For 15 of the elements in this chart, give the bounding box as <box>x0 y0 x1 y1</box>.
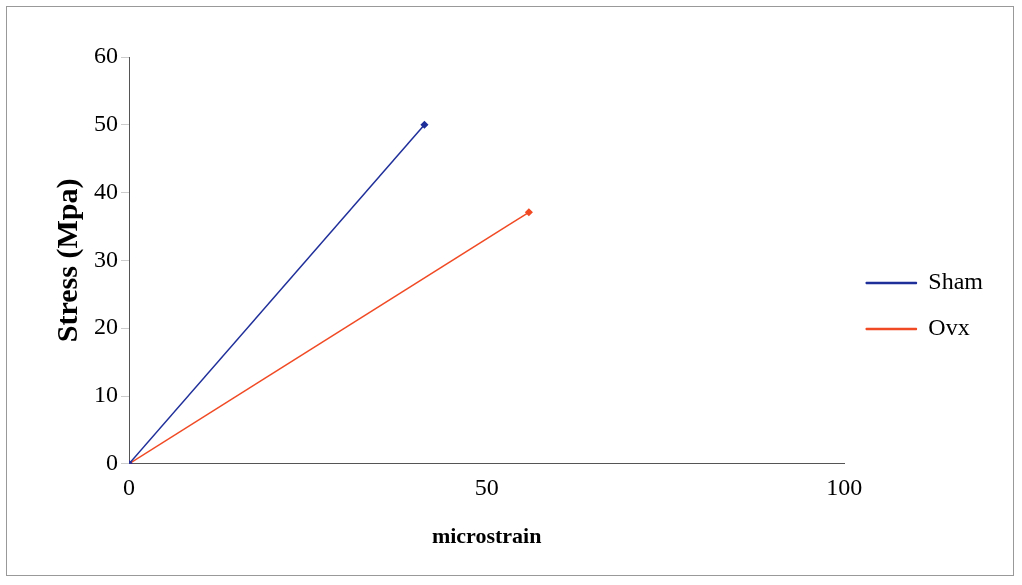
y-tick-label: 20 <box>94 313 118 340</box>
x-tick-label: 50 <box>474 474 499 501</box>
y-tick-label: 10 <box>94 381 118 408</box>
y-axis-title: Stress (Mpa) <box>49 178 84 343</box>
y-tick-label: 0 <box>106 449 118 476</box>
point <box>525 208 533 217</box>
y-tick-label: 30 <box>94 245 118 272</box>
y-tick-label: 60 <box>94 42 118 69</box>
x-tick-label: 0 <box>123 474 135 501</box>
legend-label: Sham <box>928 268 984 295</box>
x-tick-label: 100 <box>826 474 863 501</box>
x-axis-title: microstrain <box>431 523 542 549</box>
legend-label: Ovx <box>928 314 970 341</box>
y-tick-label: 50 <box>94 110 118 137</box>
y-tick-label: 40 <box>94 177 118 204</box>
